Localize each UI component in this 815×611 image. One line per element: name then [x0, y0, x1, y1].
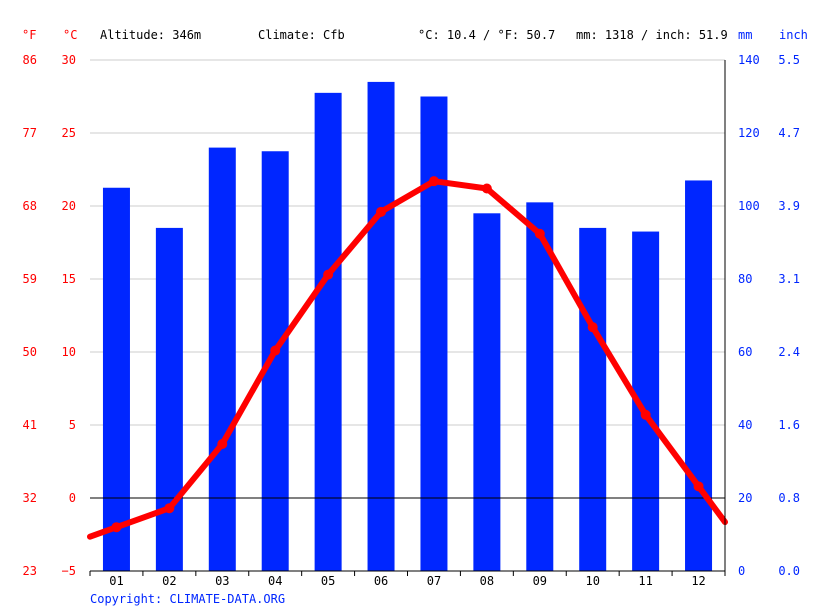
celsius-tick-label: 20 — [62, 199, 76, 213]
temperature-point — [587, 322, 598, 333]
temperature-point — [428, 176, 439, 187]
month-label: 05 — [321, 574, 335, 588]
fahrenheit-tick-label: 77 — [23, 126, 37, 140]
fahrenheit-unit-label: °F — [22, 28, 37, 42]
fahrenheit-tick-label: 32 — [23, 491, 37, 505]
inch-tick-label: 3.1 — [778, 272, 800, 286]
mm-tick-label: 40 — [738, 418, 752, 432]
precipitation-bar — [208, 147, 236, 571]
celsius-tick-label: 5 — [69, 418, 76, 432]
month-label: 12 — [691, 574, 705, 588]
month-label: 10 — [585, 574, 599, 588]
month-label: 04 — [268, 574, 282, 588]
mm-tick-label: 100 — [738, 199, 760, 213]
temperature-point — [693, 481, 704, 492]
celsius-tick-label: 30 — [62, 53, 76, 67]
celsius-tick-label: 15 — [62, 272, 76, 286]
month-label: 01 — [109, 574, 123, 588]
precipitation-bar — [420, 96, 448, 571]
fahrenheit-tick-label: 41 — [23, 418, 37, 432]
mm-unit-label: mm — [738, 28, 753, 42]
inch-tick-label: 4.7 — [778, 126, 800, 140]
precipitation-bar — [102, 187, 130, 571]
month-label: 06 — [374, 574, 388, 588]
temperature-point — [111, 522, 122, 533]
fahrenheit-tick-label: 86 — [23, 53, 37, 67]
fahrenheit-tick-label: 50 — [23, 345, 37, 359]
precipitation-bar — [261, 151, 289, 571]
inch-tick-label: 5.5 — [778, 53, 800, 67]
temperature-point — [640, 409, 651, 420]
celsius-unit-label: °C — [63, 28, 78, 42]
mm-tick-label: 0 — [738, 564, 745, 578]
precipitation-bar — [473, 213, 501, 572]
precipitation-bar — [685, 180, 713, 571]
month-label: 02 — [162, 574, 176, 588]
precipitation-bar — [367, 81, 395, 572]
copyright-link[interactable]: Copyright: CLIMATE-DATA.ORG — [90, 592, 286, 606]
inch-tick-label: 3.9 — [778, 199, 800, 213]
mm-tick-label: 20 — [738, 491, 752, 505]
month-label: 08 — [480, 574, 494, 588]
average-temperature-label: °C: 10.4 / °F: 50.7 — [418, 28, 556, 42]
month-label: 11 — [638, 574, 652, 588]
inch-tick-label: 0.8 — [778, 491, 800, 505]
precipitation-bar — [155, 227, 183, 571]
month-label: 03 — [215, 574, 229, 588]
temperature-point — [481, 183, 492, 194]
celsius-tick-label: −5 — [62, 564, 76, 578]
altitude-label: Altitude: 346m — [100, 28, 202, 42]
mm-tick-label: 60 — [738, 345, 752, 359]
celsius-tick-label: 10 — [62, 345, 76, 359]
inch-tick-label: 0.0 — [778, 564, 800, 578]
climate-label: Climate: Cfb — [258, 28, 345, 42]
total-precipitation-label: mm: 1318 / inch: 51.9 — [576, 28, 728, 42]
temperature-line — [87, 178, 728, 540]
temperature-point — [164, 503, 175, 514]
month-label: 07 — [427, 574, 441, 588]
temperature-point — [270, 345, 281, 356]
mm-tick-label: 140 — [738, 53, 760, 67]
mm-tick-label: 80 — [738, 272, 752, 286]
fahrenheit-tick-label: 59 — [23, 272, 37, 286]
precipitation-bar — [526, 202, 554, 571]
month-label: 09 — [533, 574, 547, 588]
precipitation-bar — [314, 92, 342, 571]
inch-unit-label: inch — [779, 28, 808, 42]
celsius-tick-label: 0 — [69, 491, 76, 505]
precipitation-bar — [579, 227, 607, 571]
temperature-point — [217, 438, 228, 449]
fahrenheit-tick-label: 68 — [23, 199, 37, 213]
mm-tick-label: 120 — [738, 126, 760, 140]
celsius-tick-label: 25 — [62, 126, 76, 140]
temperature-point — [376, 206, 387, 217]
inch-tick-label: 1.6 — [778, 418, 800, 432]
inch-tick-label: 2.4 — [778, 345, 800, 359]
fahrenheit-tick-label: 23 — [23, 564, 37, 578]
temperature-point — [534, 228, 545, 239]
temperature-point — [323, 269, 334, 280]
